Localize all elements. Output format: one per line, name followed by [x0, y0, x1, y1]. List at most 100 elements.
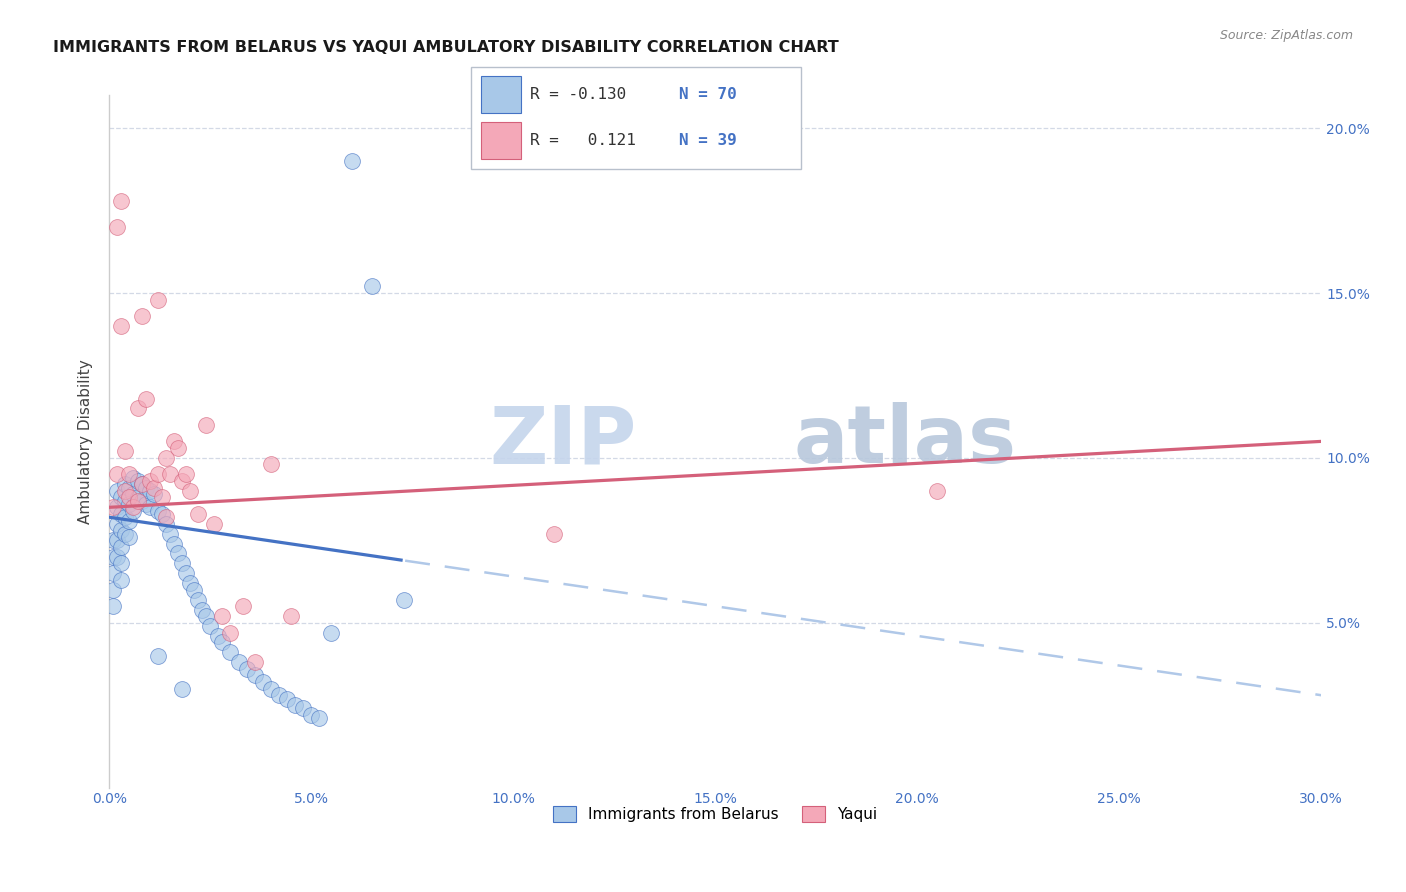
Point	[127, 491, 149, 505]
Point	[174, 467, 197, 482]
Point	[170, 681, 193, 696]
Point	[179, 576, 201, 591]
Point	[202, 516, 225, 531]
Point	[191, 602, 214, 616]
Point	[110, 557, 132, 571]
Point	[195, 609, 218, 624]
Point	[170, 474, 193, 488]
Point	[187, 507, 209, 521]
Text: N = 70: N = 70	[679, 87, 737, 102]
Point	[150, 491, 173, 505]
Point	[219, 625, 242, 640]
Point	[187, 592, 209, 607]
Point	[219, 645, 242, 659]
Point	[292, 701, 315, 715]
Point	[211, 609, 233, 624]
Point	[260, 681, 283, 696]
Point	[105, 467, 128, 482]
Point	[103, 599, 125, 614]
Point	[118, 497, 141, 511]
Point	[114, 493, 136, 508]
Point	[118, 530, 141, 544]
Point	[159, 526, 181, 541]
Point	[118, 481, 141, 495]
Point	[138, 474, 160, 488]
Point	[103, 500, 125, 515]
Point	[150, 507, 173, 521]
Point	[131, 309, 153, 323]
Point	[114, 444, 136, 458]
Point	[321, 625, 343, 640]
Point	[228, 655, 250, 669]
Y-axis label: Ambulatory Disability: Ambulatory Disability	[79, 359, 93, 524]
Point	[170, 557, 193, 571]
Point	[135, 497, 157, 511]
Point	[163, 434, 186, 449]
Point	[110, 540, 132, 554]
Point	[122, 500, 145, 515]
Point	[155, 510, 177, 524]
Point	[118, 491, 141, 505]
Point	[105, 516, 128, 531]
Point	[110, 194, 132, 208]
Point	[360, 279, 382, 293]
Point	[122, 470, 145, 484]
Bar	[481, 122, 520, 159]
Point	[155, 516, 177, 531]
Point	[211, 635, 233, 649]
Point	[127, 401, 149, 416]
Legend: Immigrants from Belarus, Yaqui: Immigrants from Belarus, Yaqui	[547, 800, 883, 829]
Point	[110, 318, 132, 333]
Point	[131, 493, 153, 508]
Point	[243, 668, 266, 682]
Point	[131, 477, 153, 491]
Text: R = -0.130: R = -0.130	[530, 87, 627, 102]
Point	[110, 573, 132, 587]
Point	[135, 392, 157, 406]
Point	[122, 503, 145, 517]
Text: IMMIGRANTS FROM BELARUS VS YAQUI AMBULATORY DISABILITY CORRELATION CHART: IMMIGRANTS FROM BELARUS VS YAQUI AMBULAT…	[53, 40, 839, 55]
Point	[105, 483, 128, 498]
Point	[276, 691, 298, 706]
Point	[927, 483, 949, 498]
Point	[105, 220, 128, 235]
FancyBboxPatch shape	[471, 67, 801, 169]
Point	[135, 481, 157, 495]
Point	[174, 566, 197, 581]
Point	[122, 487, 145, 501]
Point	[110, 524, 132, 538]
Point	[308, 711, 330, 725]
Point	[110, 507, 132, 521]
Point	[179, 483, 201, 498]
Point	[103, 533, 125, 548]
Point	[114, 477, 136, 491]
Point	[103, 549, 125, 564]
Point	[146, 503, 169, 517]
Point	[284, 698, 307, 712]
Point	[127, 474, 149, 488]
Text: Source: ZipAtlas.com: Source: ZipAtlas.com	[1219, 29, 1353, 42]
Text: atlas: atlas	[794, 402, 1017, 481]
Point	[207, 629, 229, 643]
Point	[159, 467, 181, 482]
Point	[340, 154, 363, 169]
Point	[232, 599, 254, 614]
Point	[114, 526, 136, 541]
Point	[260, 458, 283, 472]
Point	[167, 441, 190, 455]
Text: R =   0.121: R = 0.121	[530, 133, 637, 148]
Point	[195, 417, 218, 432]
Point	[280, 609, 302, 624]
Point	[235, 662, 257, 676]
Text: N = 39: N = 39	[679, 133, 737, 148]
Point	[392, 592, 415, 607]
Point	[110, 491, 132, 505]
Point	[142, 487, 165, 501]
Point	[155, 450, 177, 465]
Point	[114, 510, 136, 524]
Point	[252, 675, 274, 690]
Point	[105, 533, 128, 548]
Point	[183, 582, 205, 597]
Point	[167, 546, 190, 560]
Point	[543, 526, 565, 541]
